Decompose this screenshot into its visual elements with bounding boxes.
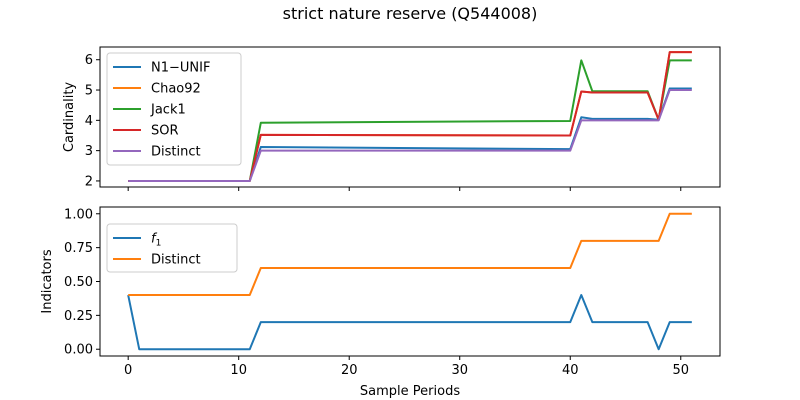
series-line-0 <box>127 294 692 351</box>
legend-label: SOR <box>151 124 179 139</box>
x-axis-label: Sample Periods <box>360 384 460 399</box>
legend-label: f1 <box>151 232 161 249</box>
y-tick-label: 3 <box>85 144 93 159</box>
legend-label: Distinct <box>151 145 201 160</box>
y-axis-label: Cardinality <box>62 82 77 153</box>
y-axis-label: Indicators <box>40 249 55 313</box>
y-tick-label: 2 <box>85 174 93 189</box>
y-tick-label: 5 <box>85 84 93 99</box>
legend-label: Chao92 <box>151 82 201 97</box>
y-tick-label: 0.00 <box>64 343 93 358</box>
series-line-3 <box>128 51 692 182</box>
x-tick-label: 50 <box>672 363 689 378</box>
series-line-1 <box>128 212 692 297</box>
indicators-panel: 0 10 20 30 40 50 0.00 0.25 0.50 0.75 1.00 Indicator… <box>40 206 721 399</box>
legend: f1 Distinct <box>106 223 238 273</box>
legend-label: N1−UNIF <box>151 61 210 76</box>
x-tick-label: 40 <box>562 363 579 378</box>
y-tick-label: 0.25 <box>64 309 93 324</box>
legend-box <box>106 52 242 166</box>
x-tick-label: 30 <box>451 363 468 378</box>
legend: N1−UNIF Chao92 Jack1 SOR Distinct <box>106 52 242 166</box>
axes-frame <box>99 46 721 188</box>
series-group <box>127 212 692 351</box>
y-tick-label: 1.00 <box>64 207 93 222</box>
legend-label: Distinct <box>151 253 201 268</box>
cardinality-panel: 2 3 4 5 6 Cardinality N1−UNIF Chao92 Jack1 SOR Dis… <box>62 46 721 191</box>
x-tick-label: 20 <box>341 363 358 378</box>
y-tick-label: 4 <box>85 114 93 129</box>
series-line-4 <box>128 89 692 182</box>
y-tick-label: 6 <box>85 53 93 68</box>
x-tick-label: 0 <box>124 363 132 378</box>
legend-label: Jack1 <box>150 103 186 118</box>
figure-title: strict nature reserve (Q544008) <box>283 4 538 23</box>
x-tick-label: 10 <box>230 363 247 378</box>
y-tick-label: 0.50 <box>64 275 93 290</box>
y-tick-label: 0.75 <box>64 241 93 256</box>
series-group <box>128 51 692 182</box>
